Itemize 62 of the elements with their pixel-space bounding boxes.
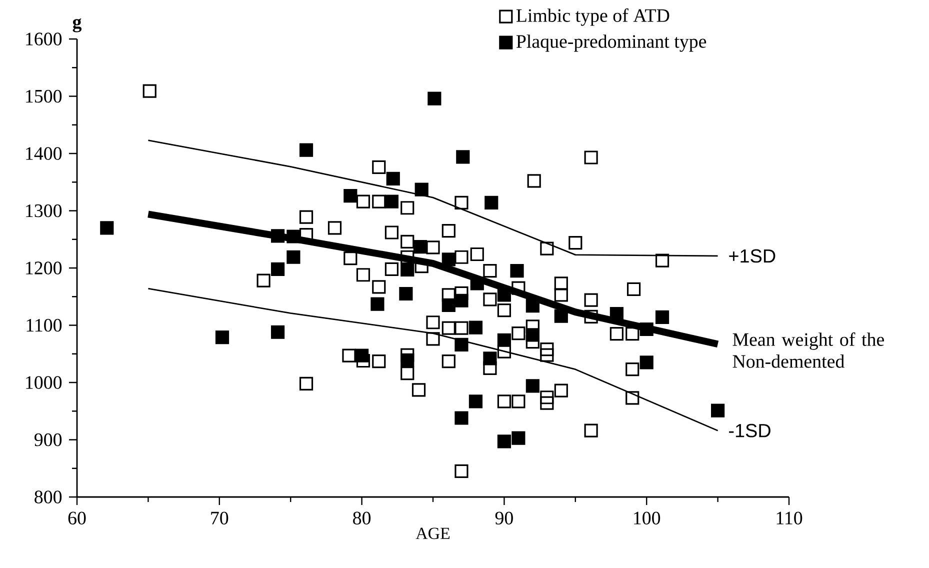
point bbox=[510, 264, 524, 278]
y-tick-label: 900 bbox=[34, 433, 62, 446]
point bbox=[710, 404, 725, 418]
point bbox=[299, 143, 314, 157]
point bbox=[497, 333, 512, 347]
point bbox=[386, 172, 400, 186]
point bbox=[454, 338, 468, 352]
series-label: Mean weight of the Non-demented bbox=[732, 332, 884, 368]
point bbox=[468, 320, 483, 334]
x-tick-label: 80 bbox=[353, 512, 371, 524]
x-axis-title: AGE bbox=[416, 528, 450, 540]
point bbox=[640, 322, 654, 336]
y-tick-label: 1600 bbox=[26, 32, 62, 46]
point bbox=[497, 434, 512, 448]
point bbox=[640, 356, 654, 370]
y-tick-label: 1000 bbox=[26, 376, 62, 389]
point bbox=[100, 221, 114, 235]
series-label: -1SD bbox=[729, 424, 770, 438]
x-tick-label: 100 bbox=[634, 512, 660, 524]
point bbox=[270, 262, 285, 276]
point bbox=[286, 230, 300, 244]
point bbox=[554, 309, 568, 323]
point bbox=[442, 298, 456, 312]
x-tick-label: 60 bbox=[68, 512, 86, 524]
line-series bbox=[148, 288, 718, 432]
y-tick-label: 1500 bbox=[26, 90, 62, 103]
y-axis-title: g bbox=[72, 18, 82, 32]
point bbox=[468, 394, 483, 408]
x-tick-label: 90 bbox=[495, 512, 513, 524]
point bbox=[400, 262, 414, 277]
point bbox=[286, 250, 300, 264]
point bbox=[456, 150, 470, 164]
point bbox=[497, 288, 512, 302]
point bbox=[270, 229, 285, 243]
point bbox=[442, 252, 456, 266]
point bbox=[215, 330, 230, 344]
legend-label: Limbic type of ATD bbox=[516, 8, 670, 26]
point bbox=[414, 182, 428, 196]
point bbox=[610, 306, 624, 321]
point bbox=[384, 194, 399, 208]
point bbox=[526, 298, 540, 313]
point bbox=[655, 310, 670, 324]
point bbox=[399, 286, 413, 301]
legend-label: Plaque-predominant type bbox=[516, 34, 706, 52]
point bbox=[470, 276, 484, 290]
point bbox=[484, 196, 498, 210]
point bbox=[512, 431, 526, 445]
y-tick-label: 1200 bbox=[26, 262, 62, 274]
point bbox=[413, 240, 427, 254]
x-tick-label: 70 bbox=[211, 512, 228, 524]
point bbox=[526, 379, 540, 393]
point bbox=[270, 325, 285, 339]
x-tick-label: 110 bbox=[776, 512, 802, 524]
y-tick-label: 1100 bbox=[26, 318, 62, 332]
point bbox=[370, 297, 384, 311]
y-tick-label: 1400 bbox=[26, 147, 62, 160]
y-tick-label: 800 bbox=[34, 490, 62, 504]
point bbox=[454, 411, 468, 425]
y-tick-label: 1300 bbox=[26, 204, 62, 218]
point bbox=[428, 92, 442, 106]
series-label: +1SD bbox=[729, 249, 776, 263]
point bbox=[344, 189, 358, 203]
